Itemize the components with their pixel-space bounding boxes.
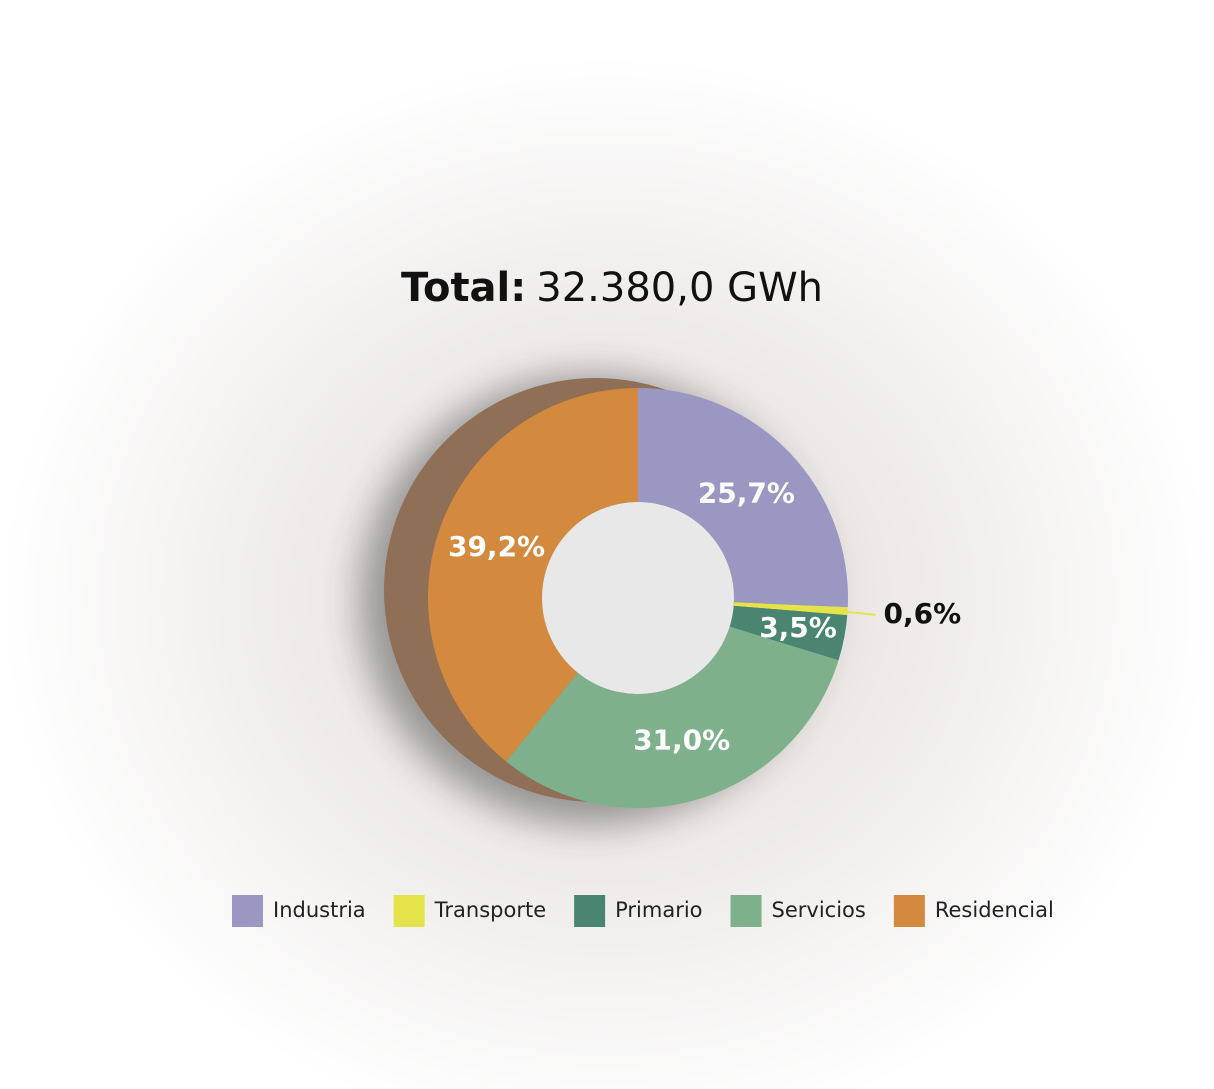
- legend-label: Servicios: [772, 898, 866, 922]
- slice: [638, 388, 849, 608]
- title-total: 32.380,0 GWh: [536, 265, 823, 311]
- chart-title: Total: 32.380,0 GWh: [401, 265, 823, 311]
- value-label: 3,5%: [759, 611, 837, 644]
- value-label: 25,7%: [698, 476, 795, 509]
- legend-swatch: [232, 895, 263, 927]
- slice: [733, 602, 848, 616]
- slice: [506, 626, 839, 809]
- legend-label: Transporte: [434, 898, 546, 922]
- legend-swatch: [393, 895, 425, 927]
- legend-label: Industria: [273, 898, 366, 922]
- value-label: 39,2%: [448, 530, 545, 563]
- leader-line: [837, 609, 876, 616]
- legend-swatch: [893, 895, 925, 927]
- donut-hole: [542, 502, 734, 694]
- legend-swatch: [730, 895, 762, 927]
- slice: [729, 605, 848, 661]
- value-label: 0,6%: [884, 597, 962, 630]
- value-label: 31,0%: [633, 724, 730, 757]
- slice: [427, 388, 638, 762]
- legend-swatch: [574, 895, 606, 927]
- title-bold: Total:: [401, 265, 526, 311]
- legend-label: Residencial: [935, 898, 1054, 922]
- legend-label: Primario: [615, 898, 702, 922]
